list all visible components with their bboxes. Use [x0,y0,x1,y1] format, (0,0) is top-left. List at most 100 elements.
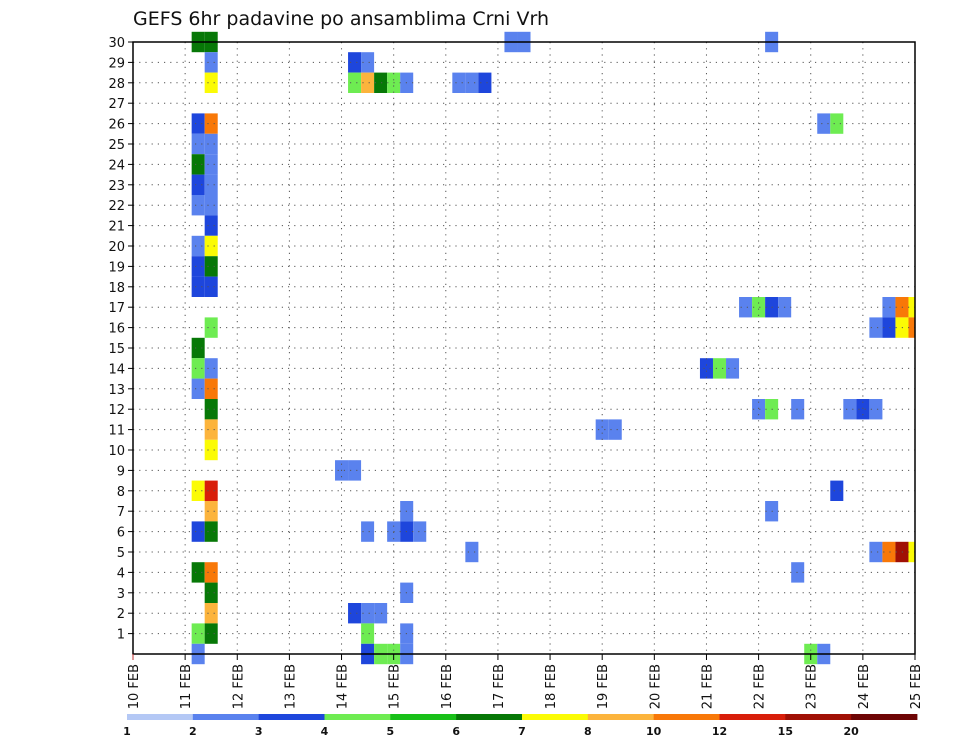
colorbar-label: 12 [712,725,727,738]
colorbar-label: 8 [584,725,592,738]
y-tick-label: 6 [117,526,125,541]
colorbar-segment [127,714,194,720]
y-tick-label: 30 [108,36,125,51]
heatmap-cell [869,317,883,338]
colorbar-segment [785,714,852,720]
heatmap-cell [204,276,218,297]
heatmap-cell [204,215,218,236]
y-tick-label: 9 [117,464,125,479]
x-tick-label: 22 FEB [753,664,768,709]
y-tick-label: 12 [108,403,125,418]
heatmap-cell [726,358,740,379]
heatmap-cell [191,378,205,399]
colorbar-segment [456,714,523,720]
colorbar-legend: 1 2 3 4 5 6 7 8 10 12 15 20 [123,714,918,738]
heatmap-cell [204,521,218,542]
heatmap-cell [204,256,218,277]
heatmap-cell [882,317,896,338]
colorbar-segment [192,714,260,720]
colorbar-label: 15 [778,725,793,738]
x-tick-label: 10 FEB [127,664,142,709]
heatmap-cell [413,521,427,542]
heatmap-cell [478,72,492,93]
heatmap-cell [752,399,766,420]
heatmap-cell [908,297,915,318]
x-tick-label: 20 FEB [648,664,663,709]
x-tick-label: 15 FEB [388,664,403,709]
y-tick-label: 23 [108,179,125,194]
y-tick-label: 16 [108,322,125,337]
y-tick-label: 24 [108,158,125,173]
heatmap-cell [191,337,205,359]
heatmap-cell [204,378,218,399]
heatmap-cell [608,419,622,440]
heatmap-cell [712,358,727,379]
heatmap-cell [908,541,915,563]
x-tick-label: 21 FEB [700,664,715,709]
heatmap-cell [595,419,609,440]
heatmap-cell [348,603,362,624]
heatmap-cell [374,72,388,93]
heatmap-cell [191,256,205,277]
heatmap-cell [791,399,805,420]
y-tick-label: 14 [108,362,125,377]
x-tick-label: 18 FEB [544,664,559,709]
heatmap-cell [348,72,362,93]
colorbar-label: 5 [387,725,395,738]
colorbar-label: 10 [646,725,662,738]
x-axis: 10 FEB 11 FEB 12 FEB 13 FEB 14 FEB 15 FEB 16 F… [127,654,924,709]
colorbar-segment [522,714,589,720]
heatmap-cell [739,297,753,318]
y-tick-label: 2 [117,607,125,622]
y-tick-label: 21 [108,220,125,235]
heatmap-cell [204,72,218,93]
colorbar-label: 3 [255,725,263,738]
y-tick-label: 19 [108,260,125,275]
x-tick-label: 25 FEB [909,664,924,709]
heatmap-cell [191,276,205,297]
heatmap-cell [752,297,766,318]
heatmap-cell [191,562,205,583]
heatmap-cell [204,603,218,624]
heatmap-cell [204,419,218,440]
x-tick-label: 11 FEB [179,664,194,709]
heatmap-cell [830,480,844,501]
x-tick-label: 13 FEB [283,664,298,709]
heatmap-cell [204,358,218,379]
heatmap-cell [204,154,218,175]
y-tick-label: 28 [108,77,125,92]
y-tick-label: 1 [117,628,125,643]
heatmap-cell [856,399,870,420]
heatmap-cell [452,72,466,93]
heatmap-cell [204,480,218,501]
y-tick-label: 15 [108,342,125,357]
heatmap-cell [204,582,218,603]
heatmap-cell [204,501,218,522]
heatmap-cell [191,113,205,134]
y-tick-label: 7 [117,505,125,520]
heatmap-cell [361,521,375,542]
x-tick-label: 14 FEB [336,664,351,709]
colorbar-segment [390,714,457,720]
x-tick-label: 19 FEB [596,664,611,709]
heatmap-cell [204,317,218,338]
heatmap-cell [361,623,375,644]
heatmap-cell [204,562,218,583]
colorbar-label: 4 [321,725,329,738]
heatmap-cell [204,195,218,216]
x-tick-label: 17 FEB [492,664,507,709]
heatmap-cell [465,72,479,93]
y-tick-label: 8 [117,485,125,500]
y-tick-label: 18 [108,281,125,296]
heatmap-cell [908,317,915,338]
heatmap-cell [843,399,857,420]
y-tick-label: 25 [108,138,125,153]
heatmap-cell [204,52,218,73]
y-tick-label: 27 [108,97,125,112]
heatmap-cell [204,399,218,420]
colorbar-segment [324,714,391,720]
heatmap-cell [817,113,831,134]
grid-lines [133,42,915,654]
y-tick-label: 4 [117,566,125,581]
